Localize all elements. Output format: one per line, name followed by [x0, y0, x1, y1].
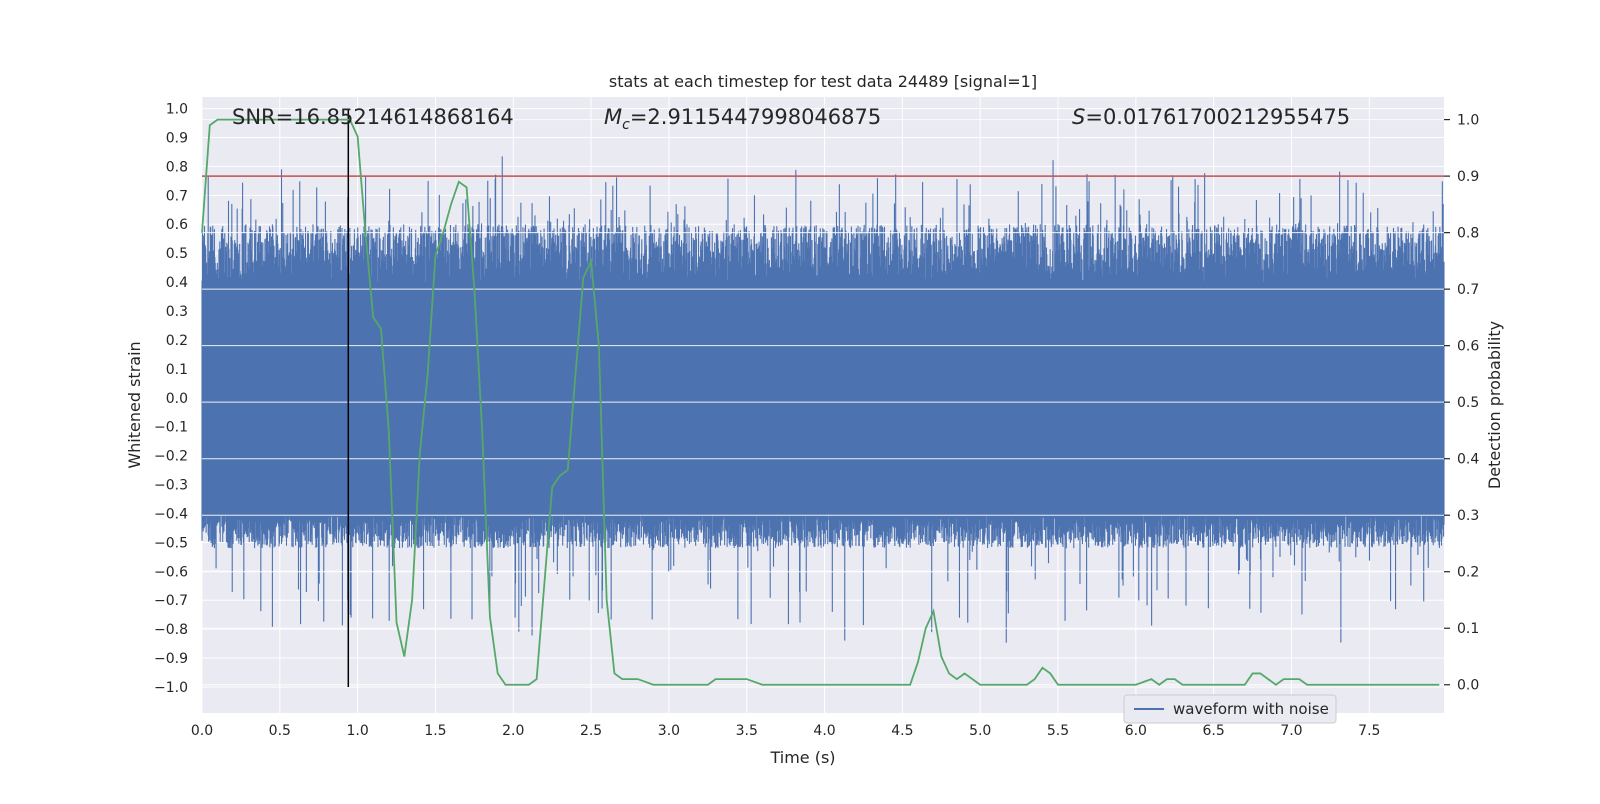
- x-tick-label: 0.5: [269, 723, 291, 739]
- y-right-tick-label: 1.0: [1457, 113, 1479, 129]
- y-right-tick-label: 0.6: [1457, 339, 1479, 355]
- x-tick-label: 3.0: [658, 723, 680, 739]
- x-tick-label: 4.5: [891, 723, 913, 739]
- y-right-tick-label: 0.4: [1457, 452, 1479, 468]
- y-left-tick-label: −0.5: [154, 535, 188, 551]
- y-right-tick-label: 0.3: [1457, 508, 1479, 524]
- s-symbol: S: [1072, 105, 1085, 129]
- x-tick-label: 4.0: [813, 723, 835, 739]
- y-left-tick-label: 0.5: [166, 246, 188, 262]
- y-left-tick-label: −0.9: [154, 651, 188, 667]
- x-tick-label: 2.0: [502, 723, 524, 739]
- s-value: =0.01761700212955475: [1085, 105, 1350, 129]
- snr-annotation: SNR=16.85214614868164: [232, 105, 514, 129]
- legend: waveform with noise: [1123, 694, 1337, 724]
- y-left-axis-label: Whitened strain: [125, 341, 144, 468]
- x-tick-label: 1.0: [347, 723, 369, 739]
- y-left-axis-ticks: 1.0 0.9 0.8 0.7 0.6 0.5 0.4 0.3 0.2 0.1 0.0 −0.1 −0.…: [154, 102, 188, 696]
- y-right-tick-label: 0.9: [1457, 169, 1479, 185]
- y-left-tick-label: 0.9: [166, 130, 188, 146]
- y-right-axis-label: Detection probability: [1485, 321, 1504, 489]
- x-tick-label: 6.5: [1203, 723, 1225, 739]
- x-tick-label: 1.5: [424, 723, 446, 739]
- y-left-tick-label: −0.1: [154, 420, 188, 436]
- y-left-tick-label: 0.0: [166, 391, 188, 407]
- y-left-tick-label: −0.6: [154, 564, 188, 580]
- y-left-tick-label: 0.4: [166, 275, 188, 291]
- y-left-tick-label: −1.0: [154, 680, 188, 696]
- y-right-tick-label: 0.0: [1457, 678, 1479, 694]
- y-left-tick-label: 0.6: [166, 217, 188, 233]
- x-tick-label: 5.0: [969, 723, 991, 739]
- chirp-mass-value: =2.9115447998046875: [630, 105, 881, 129]
- y-right-axis-ticks: 1.0 0.9 0.8 0.7 0.6 0.5 0.4 0.3 0.2 0.1 0.0: [1444, 113, 1479, 694]
- y-right-tick-label: 0.8: [1457, 226, 1479, 242]
- x-axis-label: Time (s): [769, 748, 835, 767]
- chirp-mass-annotation: Mc=2.9115447998046875: [604, 105, 881, 133]
- x-axis-ticks: 0.0 0.5 1.0 1.5 2.0 2.5 3.0 3.5 4.0 4.5 5.0 5.5 6.0 6…: [191, 723, 1381, 739]
- x-tick-label: 0.0: [191, 723, 213, 739]
- x-tick-label: 3.5: [736, 723, 758, 739]
- y-right-tick-label: 0.7: [1457, 282, 1479, 298]
- x-tick-label: 5.5: [1047, 723, 1069, 739]
- legend-label: waveform with noise: [1173, 700, 1329, 718]
- y-left-tick-label: −0.8: [154, 622, 188, 638]
- s-annotation: S=0.01761700212955475: [1072, 105, 1350, 129]
- y-left-tick-label: 0.7: [166, 188, 188, 204]
- y-left-tick-label: 0.2: [166, 333, 188, 349]
- chirp-mass-symbol: M: [604, 105, 622, 129]
- x-tick-label: 2.5: [580, 723, 602, 739]
- y-right-tick-label: 0.2: [1457, 565, 1479, 581]
- chirp-mass-subscript: c: [622, 117, 630, 133]
- detection-probability-line: [201, 118, 1440, 686]
- legend-box: [1123, 694, 1337, 724]
- y-left-tick-label: −0.2: [154, 449, 188, 465]
- y-left-tick-label: −0.3: [154, 478, 188, 494]
- x-tick-label: 7.0: [1280, 723, 1302, 739]
- y-right-tick-label: 0.5: [1457, 395, 1479, 411]
- y-left-tick-label: 1.0: [166, 102, 188, 118]
- y-left-tick-label: 0.3: [166, 304, 188, 320]
- y-left-tick-label: 0.1: [166, 362, 188, 378]
- x-tick-label: 7.5: [1358, 723, 1380, 739]
- y-left-tick-label: −0.7: [154, 593, 188, 609]
- y-left-tick-label: 0.8: [166, 159, 188, 175]
- x-tick-label: 6.0: [1125, 723, 1147, 739]
- chart-title: stats at each timestep for test data 244…: [609, 72, 1037, 91]
- y-right-tick-label: 0.1: [1457, 621, 1479, 637]
- y-left-tick-label: −0.4: [154, 506, 188, 522]
